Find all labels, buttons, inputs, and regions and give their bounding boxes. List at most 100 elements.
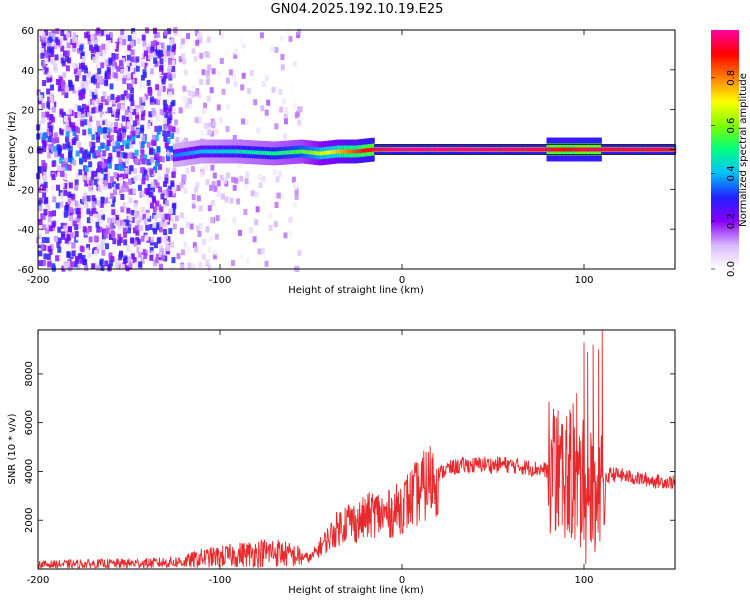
spectrogram-cell	[165, 115, 170, 122]
spectrogram-cell	[88, 99, 93, 106]
spectrogram-cell	[128, 197, 133, 204]
spectrogram-ridge-cell	[273, 151, 277, 156]
spectrogram-ridge-cell	[618, 147, 622, 152]
spectrogram-cell	[139, 52, 144, 59]
spectrogram-ridge-cell	[579, 147, 583, 152]
spectrogram-cell	[161, 217, 166, 224]
spectrogram-cell	[243, 52, 248, 59]
spectrogram-cell	[91, 141, 96, 148]
spectrogram-cell	[140, 141, 145, 148]
spectrogram-cell	[60, 53, 65, 60]
spectrogram-cell	[213, 185, 218, 192]
spectrogram-cell	[210, 130, 215, 137]
spectrogram-cell	[77, 222, 82, 229]
spectrogram-cell	[95, 29, 100, 36]
spectrogram-cell	[85, 106, 90, 113]
spectrogram-cell	[81, 55, 86, 62]
spectrogram-cell	[111, 196, 116, 203]
spectrogram-cell	[131, 135, 136, 142]
spectrogram-cell	[120, 186, 125, 193]
spectrogram-cell	[167, 62, 172, 69]
spectrogram-cell	[144, 234, 149, 241]
spectrogram-ridge-cell	[448, 147, 452, 152]
spectrogram-ridge-cell	[216, 149, 220, 154]
spectrogram-cell	[171, 106, 176, 113]
spectrogram-cell	[57, 237, 62, 244]
spectrogram-cell	[160, 156, 165, 163]
spectrogram-cell	[244, 184, 249, 191]
spectrogram-cell	[166, 191, 171, 198]
spectrogram-cell	[131, 130, 136, 137]
spectrogram-cell	[114, 72, 119, 79]
spectrogram-cell	[171, 72, 176, 79]
spectrogram-cell	[116, 164, 121, 171]
spectrogram-cell	[166, 153, 171, 160]
spectrogram-cell	[78, 253, 83, 260]
spectrogram-cell	[149, 236, 154, 243]
spectrogram-cell	[141, 34, 146, 41]
spectrogram-cell	[127, 35, 132, 42]
spectrogram-cell	[110, 176, 115, 183]
spectrogram-cell	[170, 154, 175, 161]
spectrogram-cell	[96, 175, 101, 182]
spectrogram-x-tick-label: -200	[27, 275, 50, 286]
spectrogram-cell	[211, 68, 216, 75]
spectrogram-cell	[143, 218, 148, 225]
spectrogram-cell	[50, 145, 55, 152]
spectrogram-cell	[209, 184, 214, 191]
spectrogram-cell	[85, 227, 90, 234]
spectrogram-cell	[286, 27, 291, 34]
spectrogram-cell	[120, 193, 125, 200]
spectrogram-ridge-cell	[542, 147, 546, 152]
spectrogram-ridge-cell	[518, 147, 522, 152]
spectrogram-cell	[189, 132, 194, 139]
spectrogram-cell	[156, 45, 161, 52]
spectrogram-cell	[95, 64, 100, 71]
spectrogram-cell	[191, 263, 196, 270]
spectrogram-cell	[65, 50, 70, 57]
spectrogram-cell	[171, 46, 176, 53]
spectrogram-cell	[97, 45, 102, 52]
snr-y-axis-title: SNR (10 * v/v)	[7, 413, 18, 484]
spectrogram-cell	[164, 240, 169, 247]
spectrogram-cell	[101, 43, 106, 50]
spectrogram-cell	[155, 49, 160, 56]
spectrogram-cell	[45, 200, 50, 207]
spectrogram-ridge-cell	[297, 149, 301, 154]
spectrogram-cell	[274, 123, 279, 130]
spectrogram-cell	[215, 215, 220, 222]
spectrogram-ridge-cell	[546, 147, 550, 152]
spectrogram-cell	[133, 167, 138, 174]
spectrogram-cell	[133, 240, 138, 247]
spectrogram-cell	[38, 219, 43, 226]
spectrogram-ridge-cell	[325, 150, 329, 155]
spectrogram-cell	[126, 54, 131, 61]
spectrogram-cell	[163, 135, 168, 142]
spectrogram-cell	[78, 203, 83, 210]
spectrogram-cell	[48, 32, 53, 39]
spectrogram-cell	[63, 183, 68, 190]
spectrogram-ridge-cell	[539, 147, 543, 152]
spectrogram-cell	[63, 211, 68, 218]
spectrogram-ridge-cell	[544, 147, 548, 152]
spectrogram-cell	[207, 129, 212, 136]
spectrogram-cell	[120, 104, 125, 111]
spectrogram-cell	[248, 227, 253, 234]
spectrogram-cell	[48, 147, 53, 154]
spectrogram-cell	[73, 36, 78, 43]
spectrogram-ridge-cell	[221, 149, 225, 154]
spectrogram-cell	[152, 197, 157, 204]
spectrogram-cell	[140, 257, 145, 264]
spectrogram-ridge-cell	[238, 149, 242, 154]
spectrogram-cell	[130, 49, 135, 56]
spectrogram-cell	[135, 114, 140, 121]
spectrogram-ridge-cell	[581, 147, 585, 152]
spectrogram-cell	[107, 40, 112, 47]
spectrogram-cell	[104, 260, 109, 267]
spectrogram-cell	[84, 85, 89, 92]
spectrogram-cell	[159, 264, 164, 271]
spectrogram-cell	[207, 205, 212, 212]
spectrogram-ridge-cell	[380, 147, 384, 152]
spectrogram-cell	[86, 208, 91, 215]
spectrogram-cell	[78, 169, 83, 176]
